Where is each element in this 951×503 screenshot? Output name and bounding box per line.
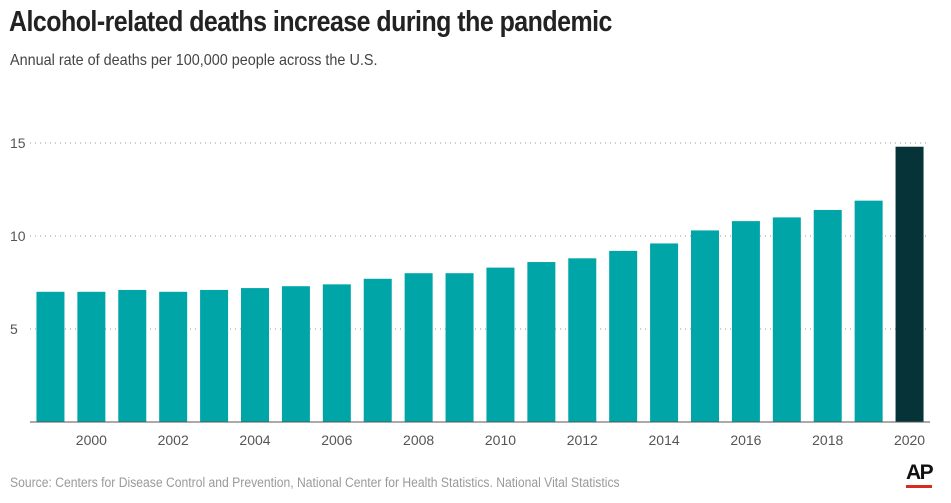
x-tick-label-2004: 2004 [239, 432, 270, 448]
bar-2002 [159, 291, 188, 422]
y-tick-label-15: 15 [10, 135, 26, 151]
x-tick-label-2016: 2016 [730, 432, 761, 448]
bar-2012 [568, 258, 597, 422]
y-axis-tick-labels: 5 10 15 [10, 135, 26, 337]
bar-2008 [404, 273, 433, 422]
bar-2007 [363, 278, 392, 422]
bar-2001 [118, 289, 147, 422]
y-tick-label-10: 10 [10, 228, 26, 244]
bar-2006 [322, 284, 351, 422]
bar-2005 [281, 286, 310, 422]
x-tick-label-2018: 2018 [812, 432, 843, 448]
x-tick-label-2008: 2008 [403, 432, 434, 448]
bar-2020 [895, 146, 924, 422]
chart-subtitle: Annual rate of deaths per 100,000 people… [10, 52, 378, 69]
bar-2014 [650, 243, 679, 422]
x-tick-label-2000: 2000 [76, 432, 107, 448]
chart-title: Alcohol-related deaths increase during t… [9, 6, 612, 38]
x-tick-label-2006: 2006 [321, 432, 352, 448]
bar-2018 [813, 209, 842, 422]
x-tick-label-2020: 2020 [894, 432, 925, 448]
bar-2016 [731, 221, 760, 422]
x-tick-label-2002: 2002 [158, 432, 189, 448]
source-note: Source: Centers for Disease Control and … [10, 475, 620, 490]
bars [36, 146, 924, 422]
bar-2003 [200, 289, 229, 422]
bar-2017 [772, 217, 801, 422]
bar-2011 [527, 262, 556, 422]
bar-2013 [609, 250, 638, 422]
bar-2000 [77, 291, 106, 422]
bar-2009 [445, 273, 474, 422]
x-tick-label-2012: 2012 [567, 432, 598, 448]
ap-logo-text: AP [906, 461, 934, 484]
ap-logo: AP [906, 462, 936, 490]
x-axis-tick-labels: 2000 2002 2004 2006 2008 2010 2012 2014 2016 2018… [76, 432, 926, 448]
bar-2019 [854, 200, 883, 422]
bar-2010 [486, 267, 515, 422]
ap-logo-underline [906, 485, 932, 488]
bar-2004 [241, 288, 269, 422]
x-tick-label-2014: 2014 [649, 432, 680, 448]
x-tick-label-2010: 2010 [485, 432, 516, 448]
bar-1999 [36, 291, 65, 422]
y-tick-label-5: 5 [10, 321, 18, 337]
bar-2015 [691, 230, 719, 422]
